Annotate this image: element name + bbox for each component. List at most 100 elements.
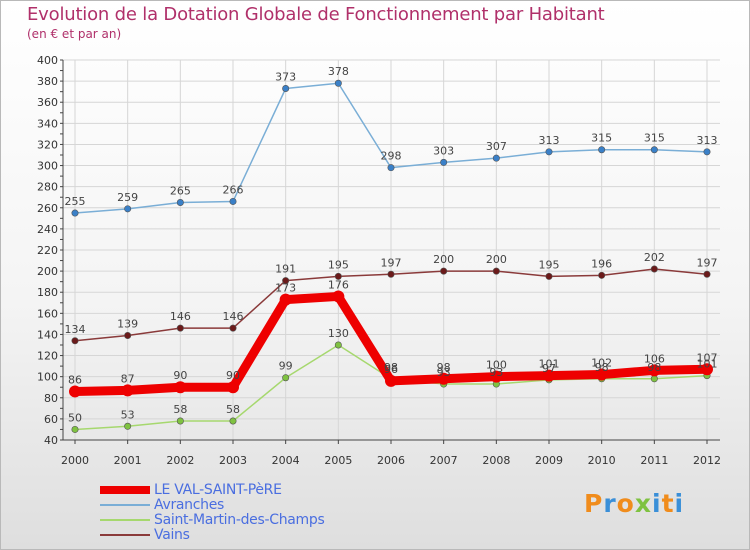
data-point-3 [440, 267, 448, 275]
data-point-3 [229, 324, 237, 332]
data-point-1 [71, 209, 79, 217]
data-label: 101 [539, 358, 560, 371]
data-point-1 [387, 164, 395, 172]
x-tick-label: 2004 [272, 454, 300, 467]
data-point-3 [124, 331, 132, 339]
legend-swatch [100, 534, 150, 536]
y-tick-label: 260 [37, 202, 58, 215]
data-point-0 [437, 372, 450, 385]
data-point-2 [124, 422, 132, 430]
data-label: 130 [328, 327, 349, 340]
x-tick-label: 2005 [324, 454, 352, 467]
data-point-1 [282, 85, 290, 93]
y-tick-label: 200 [37, 265, 58, 278]
data-label: 98 [647, 361, 661, 374]
data-label: 173 [275, 282, 296, 295]
y-tick-label: 380 [37, 75, 58, 88]
data-label: 255 [65, 195, 86, 208]
y-tick-label: 140 [37, 328, 58, 341]
data-point-1 [229, 197, 237, 205]
data-label: 146 [170, 310, 191, 323]
y-tick-label: 360 [37, 96, 58, 109]
legend-label: LE VAL-SAINT-PèRE [154, 482, 282, 498]
data-label: 146 [223, 310, 244, 323]
data-label: 195 [539, 258, 560, 271]
y-tick-label: 320 [37, 138, 58, 151]
data-label: 98 [437, 361, 451, 374]
data-point-1 [650, 146, 658, 154]
y-tick-label: 80 [44, 392, 58, 405]
data-point-1 [440, 158, 448, 166]
data-point-0 [279, 293, 292, 306]
data-point-2 [334, 341, 342, 349]
legend-label: Saint-Martin-des-Champs [154, 512, 325, 528]
data-label: 259 [117, 191, 138, 204]
logo-letter: r [603, 489, 617, 518]
data-label: 315 [644, 132, 665, 145]
data-point-0 [332, 290, 345, 303]
logo-letter: o [616, 489, 635, 518]
data-label: 93 [489, 366, 503, 379]
data-point-1 [703, 148, 711, 156]
data-point-0 [121, 384, 134, 397]
x-tick-label: 2006 [377, 454, 405, 467]
x-tick-label: 2011 [640, 454, 668, 467]
data-label: 307 [486, 140, 507, 153]
data-point-0 [385, 374, 397, 387]
data-label: 373 [275, 71, 296, 84]
data-point-3 [492, 267, 500, 275]
data-label: 102 [591, 357, 612, 370]
data-label: 50 [68, 411, 82, 424]
data-label: 200 [486, 253, 507, 266]
x-tick-label: 2009 [535, 454, 563, 467]
data-point-2 [71, 425, 79, 433]
data-point-0 [227, 381, 239, 394]
data-label: 86 [68, 373, 82, 386]
data-label: 106 [644, 352, 665, 365]
y-tick-label: 120 [37, 350, 58, 363]
logo-letter: x [634, 489, 652, 518]
y-tick-label: 40 [44, 434, 58, 447]
logo-letter: i [674, 489, 685, 518]
data-label: 101 [697, 358, 718, 371]
y-tick-label: 160 [37, 307, 58, 320]
data-label: 90 [226, 369, 240, 382]
data-point-0 [69, 385, 81, 398]
y-tick-label: 100 [37, 371, 58, 384]
y-tick-label: 180 [37, 286, 58, 299]
data-label: 313 [539, 134, 560, 147]
data-label: 98 [384, 361, 398, 374]
data-point-1 [124, 205, 132, 213]
data-label: 200 [433, 253, 454, 266]
y-tick-label: 300 [37, 160, 58, 173]
data-label: 196 [591, 257, 612, 270]
data-label: 100 [486, 359, 507, 372]
data-point-3 [703, 270, 711, 278]
data-label: 90 [173, 369, 187, 382]
data-label: 98 [595, 361, 609, 374]
data-label: 191 [275, 263, 296, 276]
data-label: 58 [173, 403, 187, 416]
x-tick-label: 2000 [61, 454, 89, 467]
x-tick-label: 2012 [693, 454, 721, 467]
data-point-3 [282, 277, 290, 285]
data-label: 53 [121, 408, 135, 421]
data-point-3 [598, 271, 606, 279]
data-point-0 [490, 370, 503, 383]
legend-swatch [100, 486, 150, 494]
data-point-3 [334, 272, 342, 280]
logo-letter: P [584, 489, 604, 518]
logo-letter: t [661, 489, 675, 518]
x-tick-label: 2010 [588, 454, 616, 467]
data-label: 99 [279, 360, 293, 373]
data-point-3 [176, 324, 184, 332]
data-point-3 [650, 265, 658, 273]
chart-title: Evolution de la Dotation Globale de Fonc… [27, 4, 605, 25]
data-point-1 [334, 79, 342, 87]
legend-label: Vains [154, 527, 190, 543]
y-tick-label: 340 [37, 117, 58, 130]
data-point-0 [543, 369, 555, 382]
legend-label: Avranches [154, 497, 225, 513]
data-label: 93 [437, 366, 451, 379]
data-label: 107 [697, 351, 718, 364]
